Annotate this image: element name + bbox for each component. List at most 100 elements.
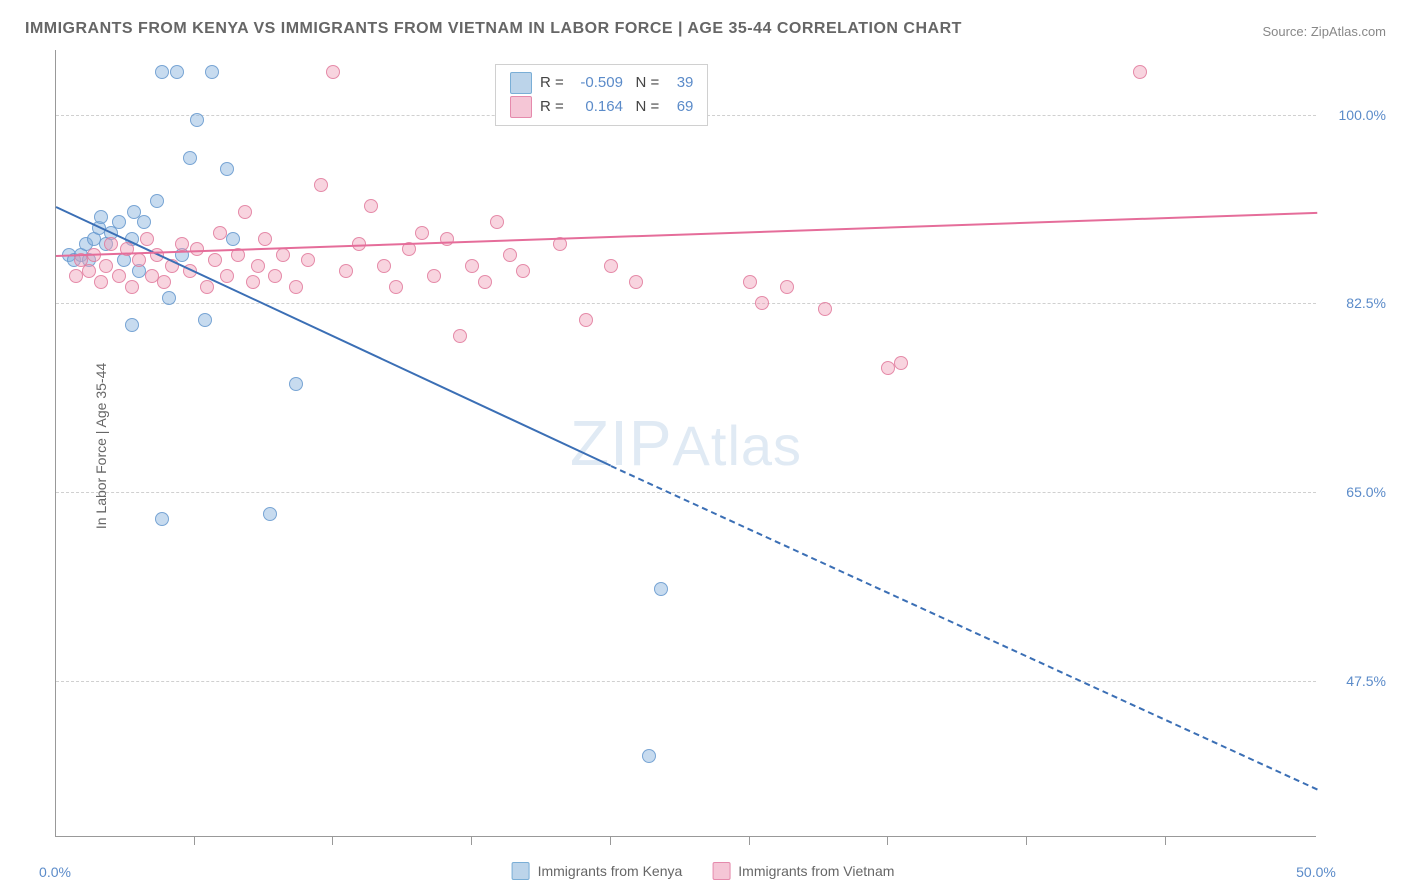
y-tick-label: 82.5% <box>1346 295 1386 311</box>
vietnam-data-point <box>258 232 272 246</box>
y-tick-label: 100.0% <box>1339 107 1386 123</box>
legend-item-vietnam: Immigrants from Vietnam <box>712 862 894 880</box>
vietnam-data-point <box>200 280 214 294</box>
x-tick <box>332 837 333 845</box>
vietnam-data-point <box>112 269 126 283</box>
kenya-data-point <box>94 210 108 224</box>
kenya-data-point <box>220 162 234 176</box>
kenya-data-point <box>263 507 277 521</box>
x-tick <box>194 837 195 845</box>
vietnam-data-point <box>490 215 504 229</box>
kenya-data-point <box>642 749 656 763</box>
vietnam-data-point <box>780 280 794 294</box>
n-value: 69 <box>663 95 693 119</box>
kenya-data-point <box>289 377 303 391</box>
vietnam-data-point <box>755 296 769 310</box>
kenya-data-point <box>155 512 169 526</box>
vietnam-data-point <box>604 259 618 273</box>
kenya-data-point <box>190 113 204 127</box>
vietnam-data-point <box>516 264 530 278</box>
vietnam-data-point <box>276 248 290 262</box>
kenya-data-point <box>205 65 219 79</box>
n-label: N = <box>635 74 663 91</box>
vietnam-data-point <box>579 313 593 327</box>
gridline <box>56 681 1316 682</box>
vietnam-data-point <box>175 237 189 251</box>
legend-item-kenya: Immigrants from Kenya <box>512 862 683 880</box>
vietnam-data-point <box>125 280 139 294</box>
chart-title: IMMIGRANTS FROM KENYA VS IMMIGRANTS FROM… <box>25 20 962 38</box>
kenya-data-point <box>155 65 169 79</box>
vietnam-data-point <box>314 178 328 192</box>
kenya-data-point <box>170 65 184 79</box>
vietnam-data-point <box>94 275 108 289</box>
vietnam-data-point <box>427 269 441 283</box>
kenya-data-point <box>198 313 212 327</box>
vietnam-data-point <box>220 269 234 283</box>
legend-label-vietnam: Immigrants from Vietnam <box>738 863 894 879</box>
vietnam-data-point <box>99 259 113 273</box>
x-tick <box>1165 837 1166 845</box>
swatch-vietnam <box>510 96 532 118</box>
vietnam-data-point <box>326 65 340 79</box>
kenya-data-point <box>125 318 139 332</box>
r-value: -0.509 <box>568 71 623 95</box>
vietnam-data-point <box>1133 65 1147 79</box>
legend-row-vietnam: R = 0.164 N = 69 <box>510 95 693 119</box>
x-tick-label: 50.0% <box>1296 864 1336 880</box>
x-tick <box>471 837 472 845</box>
watermark: ZIPAtlas <box>570 406 802 480</box>
x-tick-label: 0.0% <box>39 864 71 880</box>
x-tick <box>887 837 888 845</box>
n-value: 39 <box>663 71 693 95</box>
gridline <box>56 303 1316 304</box>
y-tick-label: 47.5% <box>1346 673 1386 689</box>
correlation-legend: R = -0.509 N = 39R = 0.164 N = 69 <box>495 64 708 126</box>
r-value: 0.164 <box>568 95 623 119</box>
swatch-vietnam <box>712 862 730 880</box>
vietnam-data-point <box>453 329 467 343</box>
r-label: R = <box>540 74 568 91</box>
vietnam-data-point <box>415 226 429 240</box>
kenya-data-point <box>137 215 151 229</box>
vietnam-data-point <box>238 205 252 219</box>
vietnam-data-point <box>208 253 222 267</box>
vietnam-data-point <box>465 259 479 273</box>
vietnam-data-point <box>894 356 908 370</box>
vietnam-data-point <box>289 280 303 294</box>
x-tick <box>1026 837 1027 845</box>
vietnam-data-point <box>818 302 832 316</box>
gridline <box>56 492 1316 493</box>
vietnam-data-point <box>82 264 96 278</box>
y-tick-label: 65.0% <box>1346 484 1386 500</box>
vietnam-data-point <box>364 199 378 213</box>
swatch-kenya <box>512 862 530 880</box>
vietnam-data-point <box>251 259 265 273</box>
kenya-data-point <box>183 151 197 165</box>
n-label: N = <box>635 98 663 115</box>
vietnam-data-point <box>132 253 146 267</box>
kenya-data-point <box>150 194 164 208</box>
x-tick <box>610 837 611 845</box>
vietnam-data-point <box>268 269 282 283</box>
vietnam-data-point <box>377 259 391 273</box>
trend-line <box>610 465 1317 790</box>
x-tick <box>749 837 750 845</box>
vietnam-data-point <box>478 275 492 289</box>
vietnam-data-point <box>743 275 757 289</box>
r-label: R = <box>540 98 568 115</box>
series-legend: Immigrants from Kenya Immigrants from Vi… <box>512 862 895 880</box>
vietnam-data-point <box>301 253 315 267</box>
kenya-data-point <box>112 215 126 229</box>
vietnam-data-point <box>157 275 171 289</box>
vietnam-data-point <box>213 226 227 240</box>
source-attribution: Source: ZipAtlas.com <box>1262 24 1386 39</box>
vietnam-data-point <box>246 275 260 289</box>
vietnam-data-point <box>339 264 353 278</box>
vietnam-data-point <box>503 248 517 262</box>
kenya-data-point <box>226 232 240 246</box>
scatter-plot-area: ZIPAtlas <box>55 50 1316 837</box>
swatch-kenya <box>510 72 532 94</box>
kenya-data-point <box>162 291 176 305</box>
vietnam-data-point <box>140 232 154 246</box>
